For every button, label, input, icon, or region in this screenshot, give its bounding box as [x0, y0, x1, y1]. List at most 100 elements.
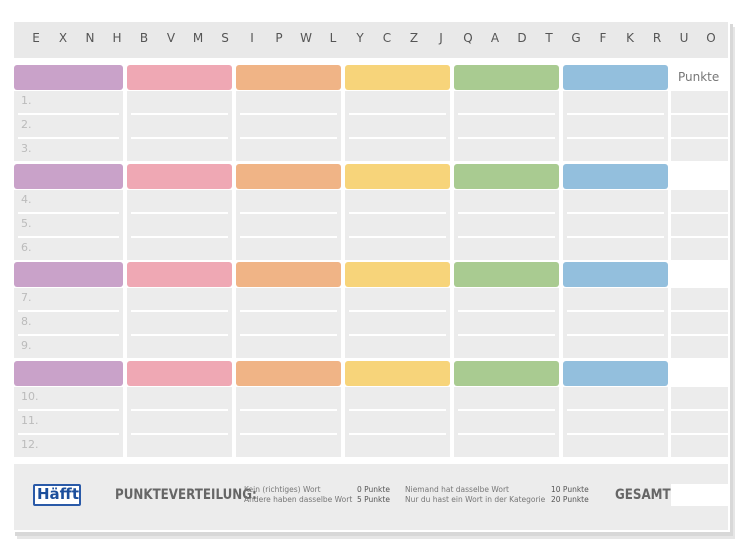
category-header: [563, 262, 668, 287]
category-header: [563, 360, 668, 386]
line: [349, 137, 446, 139]
line: [240, 408, 337, 411]
rule-text: Kein (richtiges) Wort: [244, 485, 321, 494]
rule-text: Niemand hat dasselbe Wort: [405, 485, 510, 494]
cell-area: [454, 288, 559, 358]
category-header: [14, 163, 123, 189]
category-header: [236, 360, 341, 386]
cell-area: [236, 386, 341, 457]
category-header: [14, 262, 123, 287]
row-number: 10.: [21, 389, 39, 403]
line: [567, 211, 664, 214]
letter: C: [382, 31, 392, 45]
row-number: 11.: [21, 413, 39, 427]
line: [349, 113, 446, 115]
category-header: [14, 360, 123, 386]
letter: N: [85, 31, 95, 45]
rule-points: 10 Punkte: [551, 485, 589, 494]
line: [18, 432, 119, 435]
line: [131, 334, 228, 336]
category-header: [345, 360, 450, 386]
line: [240, 137, 337, 139]
letter: L: [329, 31, 337, 45]
cell-area: [345, 91, 450, 161]
category-header: [454, 262, 559, 287]
category-header: [345, 65, 450, 90]
points-header: Punkte: [678, 70, 720, 84]
rule-text: Nur du hast ein Wort in der Kategorie: [405, 495, 546, 504]
points-area: [671, 91, 728, 161]
line: [567, 334, 664, 336]
line: [349, 310, 446, 312]
cell-area: [563, 386, 668, 457]
category-header: [127, 163, 232, 189]
row-number: 12.: [21, 437, 39, 451]
row-number: 3.: [21, 142, 32, 155]
category-header: [563, 65, 668, 90]
row-number: 2.: [21, 118, 32, 131]
letter: B: [139, 31, 149, 45]
line: [671, 137, 728, 139]
line: [349, 334, 446, 336]
line: [671, 432, 728, 435]
line: [240, 235, 337, 238]
logo: Häfft: [37, 485, 79, 503]
cell-area: [127, 91, 232, 161]
line: [349, 235, 446, 238]
line: [18, 137, 119, 139]
cell-area: [236, 189, 341, 260]
category-header: [345, 262, 450, 287]
category-header: [236, 65, 341, 90]
rule-points: 20 Punkte: [551, 495, 589, 504]
line: [18, 235, 119, 238]
letter: Q: [463, 31, 473, 45]
category-header: [127, 262, 232, 287]
cell-area: [454, 386, 559, 457]
points-area: [671, 288, 728, 358]
line: [18, 211, 119, 214]
line: [567, 408, 664, 411]
letter: S: [221, 31, 229, 45]
line: [671, 408, 728, 411]
line: [349, 211, 446, 214]
cell-area: [345, 288, 450, 358]
line: [671, 310, 728, 312]
line: [240, 432, 337, 435]
letter: A: [490, 31, 500, 45]
line: [18, 113, 119, 115]
category-header: [127, 65, 232, 90]
line: [131, 211, 228, 214]
line: [240, 211, 337, 214]
total-box: [671, 484, 728, 506]
letters-bar: [14, 22, 728, 58]
line: [131, 113, 228, 115]
category-header: [14, 65, 123, 90]
total-label: GESAMT:: [615, 487, 675, 503]
line: [567, 113, 664, 115]
category-header: [563, 163, 668, 189]
rule-points: 5 Punkte: [357, 495, 390, 504]
category-header: [454, 65, 559, 90]
letter: R: [652, 31, 662, 45]
row-number: 1.: [21, 94, 32, 107]
footer-title: PUNKTEVERTEILUNG:: [115, 487, 257, 503]
category-header: [345, 163, 450, 189]
row-number: 8.: [21, 315, 32, 328]
letter: W: [300, 31, 312, 45]
cell-area: [454, 189, 559, 260]
letter: Z: [409, 31, 419, 45]
line: [240, 334, 337, 336]
line: [458, 408, 555, 411]
line: [18, 310, 119, 312]
line: [671, 334, 728, 336]
cell-area: [14, 91, 123, 161]
row-number: 6.: [21, 240, 32, 254]
letter: J: [439, 31, 443, 45]
category-header: [454, 360, 559, 386]
line: [131, 310, 228, 312]
letter: G: [571, 31, 581, 45]
cell-area: [127, 288, 232, 358]
line: [240, 310, 337, 312]
footer: [14, 464, 728, 530]
